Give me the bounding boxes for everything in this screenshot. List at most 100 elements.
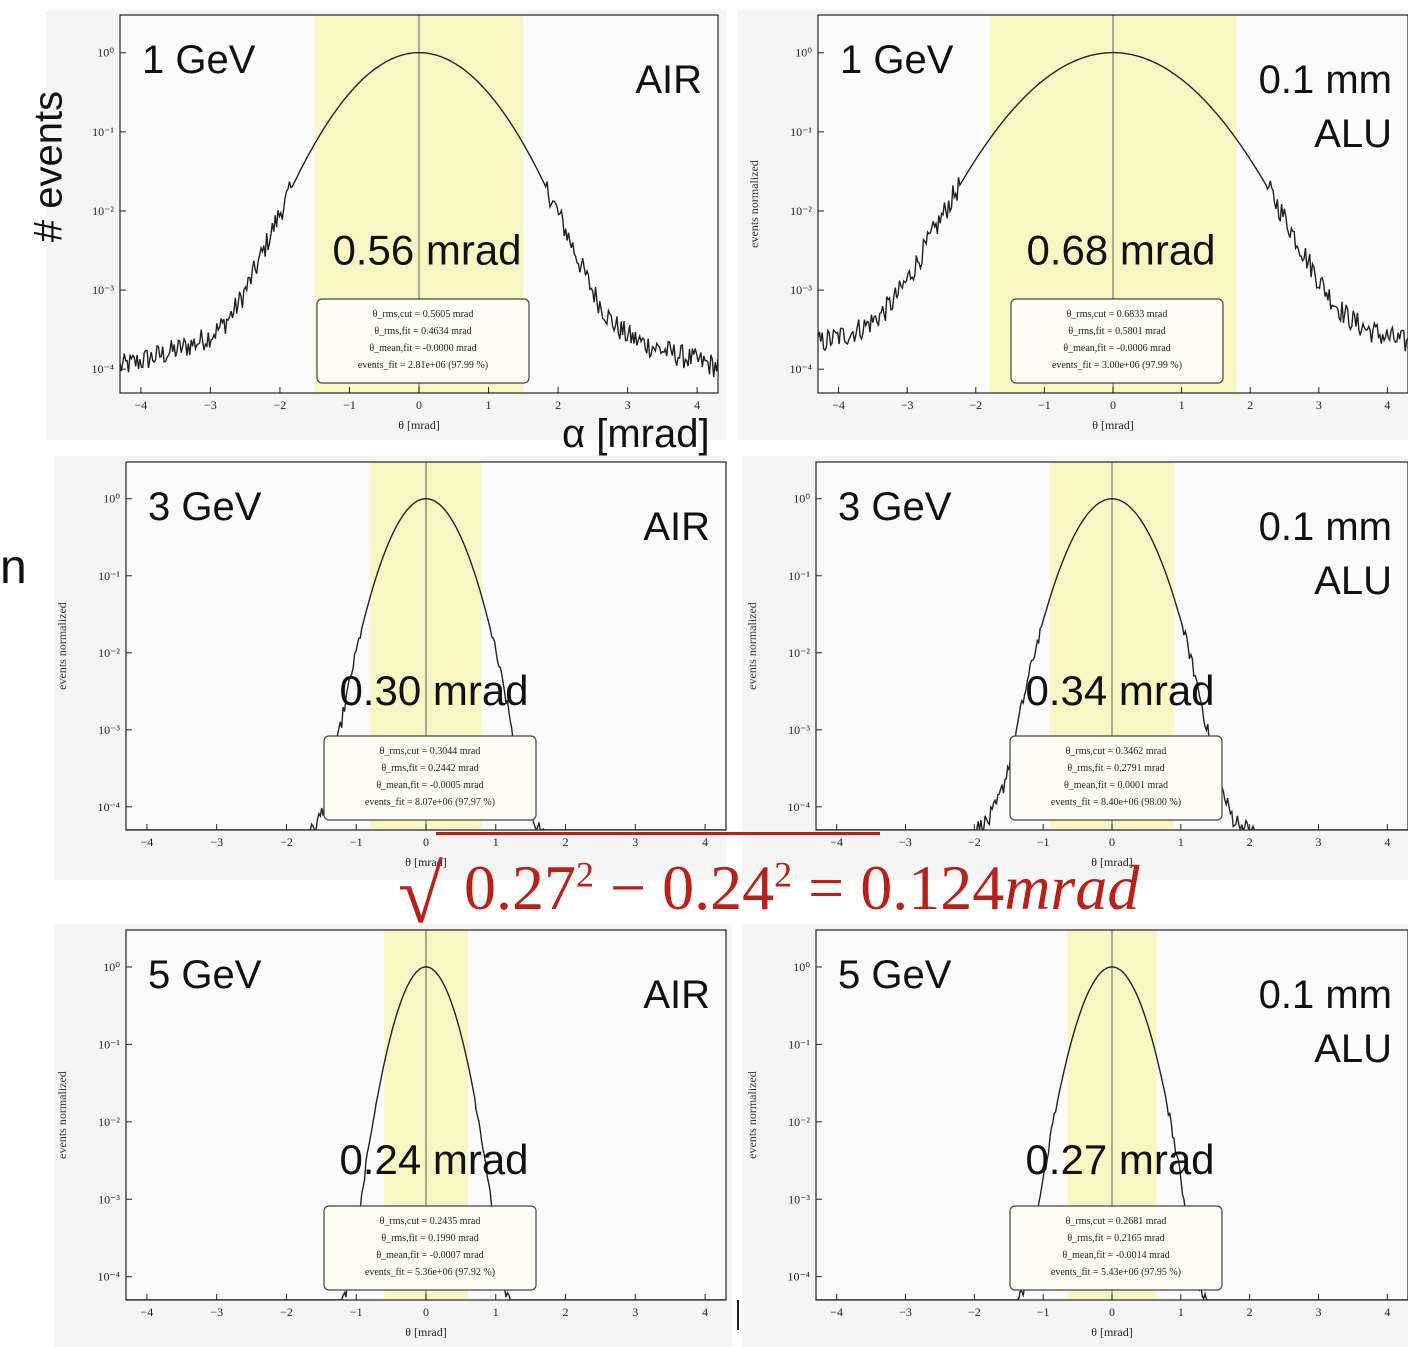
stats-line: θ_rms,cut = 0.3462 mrad [1066, 746, 1167, 757]
x-tick-label: −4 [830, 835, 843, 849]
stats-line: θ_rms,cut = 0.2435 mrad [380, 1216, 481, 1227]
x-tick-label: 3 [1316, 1305, 1322, 1319]
x-tick-label: 4 [694, 398, 700, 412]
y-tick-label: 10⁻³ [788, 1192, 810, 1206]
x-tick-label: 0 [1109, 1305, 1115, 1319]
distribution-curve [120, 52, 718, 378]
formula-result: = 0.124 [792, 852, 1005, 923]
y-tick-label: 10⁻¹ [788, 1037, 810, 1051]
y-axis-label: events normalized [55, 602, 69, 690]
material-label: AIR [643, 973, 710, 1017]
page-y-axis-label: # events [26, 90, 71, 243]
stats-line: θ_rms,fit = 0.5801 mrad [1068, 326, 1165, 337]
y-axis-label: events normalized [55, 1071, 69, 1159]
stats-line: events_fit = 8.40e+06 (98.00 %) [1051, 797, 1181, 808]
y-tick-label: 10⁻¹ [788, 569, 810, 583]
y-tick-label: 10⁻⁴ [91, 362, 114, 376]
x-tick-label: 1 [1179, 398, 1185, 412]
material-label-2: ALU [1314, 1027, 1392, 1071]
width-annotation: 0.24 mrad [339, 1136, 528, 1183]
stats-line: θ_rms,fit = 0.2791 mrad [1067, 763, 1164, 774]
stats-line: events_fit = 3.00e+06 (97.99 %) [1052, 360, 1182, 371]
x-axis-label: θ [mrad] [405, 855, 446, 869]
stats-box [316, 298, 530, 384]
stats-line: θ_rms,fit = 0.1990 mrad [381, 1233, 478, 1244]
cut-glyph: n [0, 541, 27, 594]
x-tick-label: −3 [899, 835, 912, 849]
y-tick-label: 10⁻³ [98, 1192, 120, 1206]
x-tick-label: 4 [1384, 1305, 1390, 1319]
y-tick-label: 10⁻⁴ [789, 362, 812, 376]
x-tick-label: 4 [702, 1305, 708, 1319]
distribution-curve [818, 51, 1408, 352]
y-tick-label: 10⁻⁴ [787, 1270, 810, 1284]
y-tick-label: 10⁻³ [788, 723, 810, 737]
y-tick-label: 10⁰ [793, 960, 810, 974]
y-tick-label: 10⁰ [97, 46, 114, 60]
x-tick-label: −3 [210, 835, 223, 849]
y-tick-label: 10⁻¹ [790, 125, 812, 139]
x-tick-label: −2 [968, 835, 981, 849]
formula-exp-2: 2 [774, 854, 793, 895]
formula: √ 0.272 − 0.242 = 0.124mrad [398, 826, 1358, 936]
distribution-curve [126, 497, 726, 830]
x-tick-label: −1 [343, 398, 356, 412]
formula-unit: mrad [1004, 852, 1140, 923]
chart-panel-6: −4 −3 −2 −1 0 1 2 3 4 θ [mrad] 10⁰ 10⁻¹ 10⁻² 10⁻³ 10⁻⁴… [742, 924, 1408, 1347]
x-tick-label: −2 [280, 835, 293, 849]
x-tick-label: −3 [901, 398, 914, 412]
chart-panel-3: −4 −3 −2 −1 0 1 2 3 4 θ [mrad] 10⁰ 10⁻¹ 10⁻² 10⁻³ 10⁻⁴… [54, 456, 727, 880]
x-tick-label: 1 [493, 1305, 499, 1319]
x-tick-label: 0 [1109, 835, 1115, 849]
y-tick-label: 10⁻² [98, 1115, 120, 1129]
stats-line: θ_rms,cut = 0.3044 mrad [380, 746, 481, 757]
radical-bar [436, 832, 880, 835]
x-tick-label: −4 [141, 1305, 154, 1319]
stats-line: θ_mean,fit = -0.0000 mrad [369, 343, 476, 354]
x-tick-label: −4 [141, 835, 154, 849]
y-axis-label: events normalized [745, 602, 759, 690]
x-tick-label: −1 [1037, 1305, 1050, 1319]
x-tick-label: 4 [1384, 835, 1390, 849]
material-label-2: ALU [1314, 112, 1392, 156]
y-tick-label: 10⁰ [795, 46, 812, 60]
material-label: AIR [635, 58, 702, 102]
x-tick-label: 1 [1178, 1305, 1184, 1319]
y-tick-label: 10⁰ [103, 960, 120, 974]
x-tick-label: −3 [210, 1305, 223, 1319]
formula-term-1: 0.27 [464, 852, 576, 923]
x-tick-label: 2 [563, 835, 569, 849]
x-tick-label: 1 [493, 835, 499, 849]
y-tick-label: 10⁻¹ [98, 1037, 120, 1051]
stats-line: θ_rms,cut = 0.2681 mrad [1066, 1216, 1167, 1227]
y-tick-label: 10⁰ [793, 492, 810, 506]
distribution-curve [816, 497, 1408, 830]
energy-label: 3 GeV [838, 485, 952, 529]
chart-panel-1: −4 −3 −2 −1 0 1 2 3 4 θ [mrad] 10⁰ 10⁻¹ 10⁻² 10⁻³ 10⁻⁴… [46, 10, 726, 440]
material-label: 0.1 mm [1259, 505, 1392, 549]
x-tick-label: 4 [702, 835, 708, 849]
y-tick-label: 10⁻⁴ [97, 1270, 120, 1284]
x-axis-label: θ [mrad] [398, 418, 439, 432]
y-tick-label: 10⁻³ [98, 723, 120, 737]
x-tick-label: −2 [274, 398, 287, 412]
stats-box [1010, 298, 1224, 384]
stats-line: θ_mean,fit = -0.0005 mrad [376, 780, 483, 791]
y-axis-label: events normalized [747, 160, 761, 248]
x-tick-label: 4 [1384, 398, 1390, 412]
formula-expression: 0.272 − 0.242 = 0.124mrad [464, 852, 1140, 923]
x-tick-label: −2 [969, 398, 982, 412]
x-tick-label: −4 [134, 398, 147, 412]
x-tick-label: 3 [1316, 835, 1322, 849]
y-tick-label: 10⁻² [92, 204, 114, 218]
stats-line: θ_mean,fit = 0.0001 mrad [1064, 780, 1168, 791]
x-tick-label: −1 [1037, 835, 1050, 849]
material-label: 0.1 mm [1259, 973, 1392, 1017]
energy-label: 1 GeV [840, 38, 954, 82]
width-annotation: 0.68 mrad [1026, 226, 1215, 273]
chart-panel-5: −4 −3 −2 −1 0 1 2 3 4 θ [mrad] 10⁰ 10⁻¹ 10⁻² 10⁻³ 10⁻⁴… [54, 924, 732, 1347]
formula-exp-1: 2 [576, 854, 594, 895]
x-tick-label: −2 [968, 1305, 981, 1319]
x-tick-label: 2 [1247, 1305, 1253, 1319]
